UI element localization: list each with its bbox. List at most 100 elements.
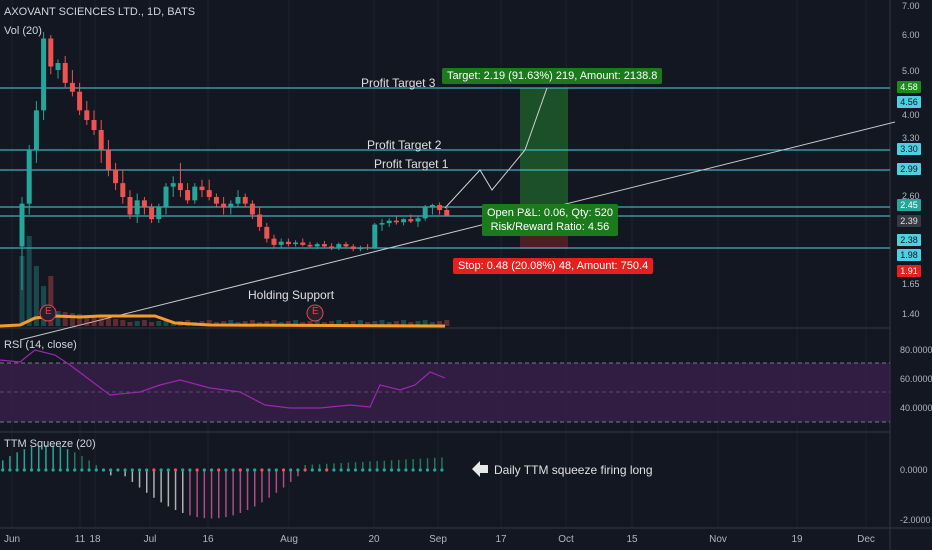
rsi-axis-label: 60.0000 <box>900 374 932 384</box>
candle-body <box>156 207 162 220</box>
price-axis-label: 5.00 <box>902 66 920 76</box>
price-axis-label: 1.65 <box>902 279 920 289</box>
volume-bar <box>105 318 111 326</box>
time-axis-label: 20 <box>368 534 380 545</box>
time-axis-label: Dec <box>857 534 875 545</box>
ttm-bar <box>347 462 350 471</box>
vertical-gridlines <box>11 0 867 528</box>
earnings-label-2: E <box>312 306 319 317</box>
time-axis-label: Oct <box>558 534 574 545</box>
ttm-bar <box>196 470 198 518</box>
ttm-squeeze-dot <box>274 468 278 472</box>
volume-bar <box>365 322 371 326</box>
candle-body <box>55 63 61 70</box>
candle-body <box>41 38 47 111</box>
ttm-squeeze-dot <box>317 468 322 472</box>
open-pnl-box[interactable]: Open P&L: 0.06, Qty: 520 Risk/Reward Rat… <box>482 204 618 236</box>
candle-body <box>336 244 342 248</box>
candle-body <box>293 242 299 245</box>
target-box[interactable]: Target: 2.19 (91.63%) 219, Amount: 2138.… <box>442 68 663 84</box>
volume-bar <box>55 311 61 326</box>
ttm-bar <box>131 470 134 482</box>
price-tag-stop: 1.91 <box>897 265 921 277</box>
ttm-bar <box>52 445 54 471</box>
candle-body <box>91 120 97 130</box>
volume-bar <box>293 320 299 326</box>
ttm-bar <box>23 449 26 471</box>
ttm-bar <box>333 463 335 471</box>
volume-bar <box>84 315 90 326</box>
price-axis-label: 4.00 <box>902 110 920 120</box>
ttm-squeeze-dot <box>281 468 286 472</box>
ttm-squeeze-dot <box>296 468 300 472</box>
time-axis-label: Nov <box>709 534 727 545</box>
volume-bar <box>379 320 385 326</box>
candle-body <box>192 186 198 201</box>
volume-bar <box>307 321 313 326</box>
volume-bar <box>249 320 255 326</box>
volume-bar <box>163 320 169 326</box>
ttm-squeeze-dot <box>353 468 358 472</box>
ttm-squeeze-dot <box>195 468 199 472</box>
ttm-squeeze-dot <box>361 468 365 472</box>
ttm-squeeze-dot <box>440 468 444 472</box>
candle-body <box>444 210 450 216</box>
ttm-squeeze-dot <box>87 468 91 472</box>
candle-body <box>365 247 371 249</box>
price-axis-label: 6.00 <box>902 30 920 40</box>
price-axis-label: 7.00 <box>902 1 920 11</box>
ttm-bar <box>66 449 69 471</box>
ttm-squeeze-dot <box>346 468 350 472</box>
candle-body <box>422 207 428 219</box>
price-candles <box>19 32 450 290</box>
ttm-squeeze-histogram <box>1 445 444 519</box>
candle-body <box>235 197 241 204</box>
volume-bar <box>372 321 378 326</box>
ttm-bar <box>390 460 393 471</box>
ttm-squeeze-dot <box>65 468 70 472</box>
ttm-bar <box>182 470 184 514</box>
candle-body <box>249 203 255 215</box>
rsi-axis-label: 80.0000 <box>900 345 932 355</box>
candle-body <box>415 218 421 222</box>
ttm-squeeze-dot <box>37 468 41 472</box>
time-axis-label: Jun <box>3 534 21 545</box>
candle-body <box>105 150 111 170</box>
volume-bar <box>271 320 277 326</box>
price-tag-cyan: 2.99 <box>897 163 921 175</box>
time-axis-label: 17 <box>495 534 507 545</box>
ttm-bar <box>232 470 234 516</box>
ttm-squeeze-dot <box>94 468 98 472</box>
ttm-squeeze-dot <box>137 468 142 472</box>
ttm-bar <box>160 470 162 503</box>
ttm-bar <box>383 460 386 471</box>
candle-body <box>386 220 392 224</box>
ttm-bar <box>275 470 278 493</box>
candle-body <box>113 169 119 184</box>
ttm-bar <box>362 461 364 471</box>
candle-body <box>357 247 363 250</box>
rsi-axis-label: 40.0000 <box>900 403 932 413</box>
ttm-bar <box>225 470 227 518</box>
ttm-squeeze-dot <box>123 468 127 472</box>
ttm-bar <box>246 470 249 511</box>
ttm-squeeze-dot <box>224 468 228 472</box>
volume-bar <box>48 276 54 326</box>
ttm-axis-label: 0.0000 <box>900 465 928 475</box>
candle-body <box>343 244 349 247</box>
ttm-bar <box>110 470 112 476</box>
candle-body <box>163 186 169 207</box>
candle-body <box>26 150 32 204</box>
volume-bar <box>329 321 335 326</box>
volume-bar <box>357 320 363 326</box>
candle-body <box>177 183 183 191</box>
volume-bar <box>120 320 126 326</box>
ttm-bar <box>59 446 62 471</box>
ttm-bar <box>254 470 256 507</box>
volume-label: Vol (20) <box>4 25 42 37</box>
candle-body <box>62 63 68 83</box>
ttm-bar <box>153 470 155 498</box>
stop-box[interactable]: Stop: 0.48 (20.08%) 48, Amount: 750.4 <box>453 258 654 274</box>
profit-target-3-label: Profit Target 3 <box>361 76 436 90</box>
